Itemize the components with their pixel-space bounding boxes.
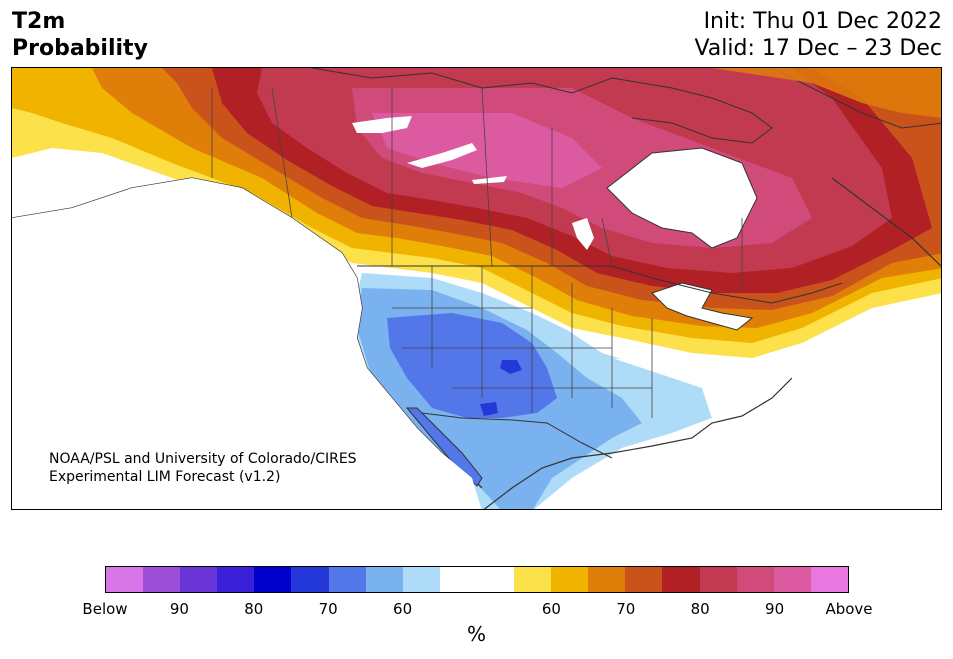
colorbar-ticks: Below 90 80 70 60 60 70 80 90 Above [0, 600, 953, 620]
colorbar-tick-label: 80 [244, 600, 264, 618]
colorbar-segment [106, 567, 144, 592]
colorbar-segment [476, 567, 515, 592]
cold-zone-90-a [500, 360, 522, 374]
probability-colorbar [105, 566, 849, 593]
colorbar-segment [217, 567, 255, 592]
lake-4 [572, 218, 594, 250]
colorbar-segment [699, 567, 737, 592]
us-mexico-border [421, 412, 613, 459]
lake-3 [472, 176, 507, 184]
colorbar-segment [143, 567, 181, 592]
colorbar-segment [736, 567, 774, 592]
colorbar-segment [291, 567, 329, 592]
arctic-islands [311, 68, 773, 144]
colorbar-tick-label: Below [82, 600, 128, 618]
atlantic-white [734, 303, 941, 509]
colorbar-segment [254, 567, 292, 592]
colorbar-tick-label: 60 [393, 600, 413, 618]
baja-peninsula [405, 407, 483, 487]
pacific-white [12, 178, 482, 509]
colorbar-segment [402, 567, 440, 592]
greenland-white [712, 68, 941, 118]
credit-line2: Experimental LIM Forecast (v1.2) [49, 469, 281, 485]
colorbar-tick-label: 80 [690, 600, 710, 618]
forecast-dates: Init: Thu 01 Dec 2022 Valid: 17 Dec – 23… [694, 8, 942, 62]
map-title: T2m Probability [12, 8, 148, 62]
colorbar-segment [551, 567, 589, 592]
probability-map [12, 68, 941, 509]
colorbar-segment [439, 567, 477, 592]
colorbar-segment [328, 567, 366, 592]
title-quantity: Probability [12, 36, 148, 61]
us-canada-border [357, 265, 843, 304]
colorbar-tick-label: 70 [318, 600, 338, 618]
colorbar-tick-label: 70 [616, 600, 636, 618]
credit-line1: NOAA/PSL and University of Colorado/CIRE… [49, 451, 357, 467]
colorbar-segment [662, 567, 700, 592]
valid-range: Valid: 17 Dec – 23 Dec [694, 36, 942, 61]
lake-1 [352, 116, 412, 133]
colorbar-segment [773, 567, 811, 592]
greenland-edge [771, 68, 941, 129]
init-date: Init: Thu 01 Dec 2022 [703, 9, 942, 34]
colorbar-tick-label: 60 [541, 600, 561, 618]
cold-zone-90-b [480, 402, 498, 416]
colorbar-unit: % [466, 622, 486, 646]
warm-zone-95 [372, 113, 602, 188]
colorbar-segment [180, 567, 218, 592]
lake-2 [407, 143, 477, 168]
gulf-coast [483, 377, 793, 509]
colorbar-segment [625, 567, 663, 592]
colorbar-segment [365, 567, 403, 592]
colorbar-tick-label: 90 [765, 600, 785, 618]
cold-zone-80 [387, 313, 557, 418]
state-lines [211, 87, 743, 418]
great-lakes [651, 282, 754, 331]
labrador-coast [831, 177, 941, 267]
title-variable: T2m [12, 9, 66, 34]
map-panel [11, 67, 942, 510]
credit-text: NOAA/PSL and University of Colorado/CIRE… [49, 450, 357, 486]
colorbar-tick-label: Above [825, 600, 873, 618]
colorbar-segment [588, 567, 626, 592]
neutral-zone [553, 358, 832, 509]
colorbar-segment [810, 567, 848, 592]
colorbar-tick-label: 90 [169, 600, 189, 618]
colorbar-segment [514, 567, 552, 592]
hudson-bay [606, 147, 758, 249]
